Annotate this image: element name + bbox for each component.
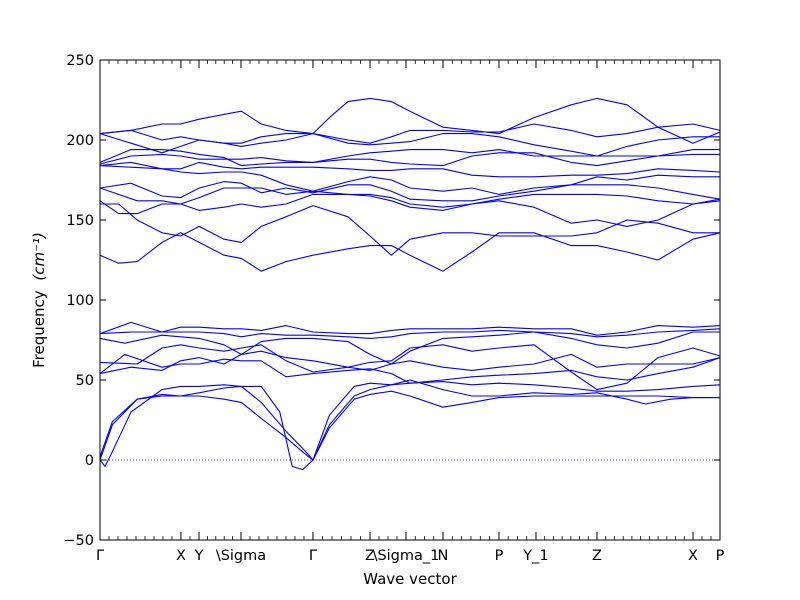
band-line-5 <box>99 350 721 375</box>
band-line-18 <box>99 149 720 167</box>
x-tick-label: X <box>688 548 698 564</box>
y-axis-label-text: Frequency <box>30 290 48 368</box>
band-lines <box>99 97 721 471</box>
x-tick-label: \Sigma <box>216 548 266 564</box>
band-line-4 <box>99 353 721 384</box>
band-line-1 <box>99 390 720 461</box>
y-tick-label: 100 <box>66 293 94 309</box>
y-tick-label: 50 <box>76 373 94 389</box>
y-axis-label: Frequency (cm⁻¹) <box>30 232 48 368</box>
y-tick-label: 250 <box>66 53 94 69</box>
x-tick-label: N <box>438 548 449 564</box>
x-tick-label: P <box>495 548 504 564</box>
band-line-3 <box>99 381 721 471</box>
band-line-20 <box>99 97 721 144</box>
band-line-13 <box>99 187 721 208</box>
band-line-14 <box>99 181 721 202</box>
band-line-16 <box>99 161 721 178</box>
x-tick-label: \Sigma_1 <box>373 548 440 564</box>
band-line-8 <box>99 328 721 339</box>
x-tick-label: Y_1 <box>522 548 548 564</box>
y-tick-label: 150 <box>66 213 94 229</box>
band-line-15 <box>99 165 720 195</box>
x-tick-label: X <box>176 548 186 564</box>
y-tick-label: 200 <box>66 133 94 149</box>
y-axis-label-group: Frequency (cm⁻¹) <box>30 232 48 368</box>
band-line-6 <box>99 344 721 391</box>
y-ticks: −50 0 50 100 150 200 250 <box>63 53 720 549</box>
plot-frame <box>99 59 721 541</box>
x-tick-label: Γ <box>309 548 317 564</box>
band-line-9 <box>99 321 721 336</box>
x-tick-label: Y <box>194 548 204 564</box>
x-tick-label: P <box>716 548 725 564</box>
x-ticks: Γ X Y \Sigma Γ Z\Sigma_1N P Y_1 Z X P <box>96 60 725 564</box>
band-line-17 <box>99 152 720 167</box>
band-line-10 <box>99 232 721 272</box>
band-line-2 <box>99 379 720 461</box>
band-line-19 <box>99 133 720 157</box>
x-axis-label: Wave vector <box>363 570 457 588</box>
y-tick-label: 0 <box>85 453 94 469</box>
x-tick-label: Z <box>592 548 602 564</box>
band-line-7 <box>99 331 720 365</box>
x-tick-label: Γ <box>96 548 104 564</box>
band-line-21 <box>99 110 721 144</box>
x-tick-label: Z <box>365 548 375 564</box>
y-axis-label-unit: (cm⁻¹) <box>30 232 48 281</box>
band-line-11 <box>100 203 720 256</box>
y-tick-label: −50 <box>63 533 94 549</box>
